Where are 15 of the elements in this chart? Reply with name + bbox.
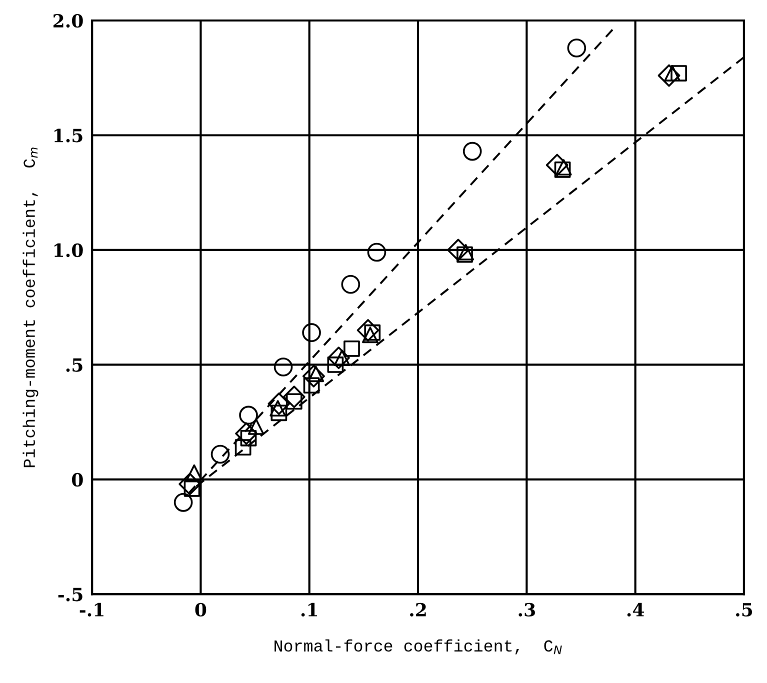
- y-tick-label: 2.0: [54, 14, 83, 28]
- x-tick-label: -.1: [80, 602, 104, 617]
- y-tick-label: 0: [72, 472, 83, 487]
- x-tick-label: .4: [627, 602, 644, 617]
- x-tick-label: 0: [195, 602, 206, 617]
- x-tick-label: .2: [410, 602, 426, 617]
- y-tick-label: .5: [66, 358, 82, 372]
- x-tick-label: .1: [301, 602, 317, 617]
- x-tick-label: .5: [736, 603, 752, 617]
- y-tick-label: -.5: [58, 588, 82, 602]
- x-tick-label: .3: [518, 602, 535, 617]
- y-tick-label: 1.5: [54, 128, 82, 142]
- y-axis-title: Pitching-moment coefficient, C$_{m}$: [22, 148, 38, 468]
- x-axis-title: Normal-force coefficient, C$_{N}$: [274, 639, 562, 654]
- y-tick-label: 1.0: [54, 243, 83, 258]
